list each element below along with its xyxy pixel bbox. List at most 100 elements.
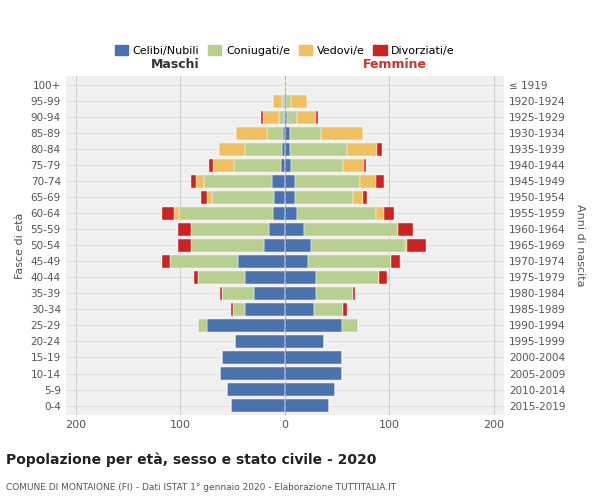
Bar <box>322 127 363 140</box>
Bar <box>263 111 278 124</box>
Bar <box>285 159 291 172</box>
Bar <box>285 79 286 92</box>
Bar <box>298 111 316 124</box>
Bar <box>170 255 238 268</box>
Bar <box>202 191 206 203</box>
Bar <box>278 111 284 124</box>
Bar <box>291 95 307 108</box>
Bar <box>230 400 285 412</box>
Bar <box>285 303 314 316</box>
Bar <box>178 223 191 235</box>
Bar <box>196 175 205 188</box>
Bar <box>298 207 376 220</box>
Bar <box>343 303 347 316</box>
Bar <box>376 175 384 188</box>
Bar <box>285 127 290 140</box>
Y-axis label: Anni di nascita: Anni di nascita <box>575 204 585 286</box>
Bar <box>245 143 281 156</box>
Y-axis label: Fasce di età: Fasce di età <box>15 212 25 278</box>
Bar <box>261 111 263 124</box>
Bar <box>347 143 377 156</box>
Bar <box>178 239 191 252</box>
Bar <box>285 207 298 220</box>
Bar <box>285 255 308 268</box>
Bar <box>283 127 285 140</box>
Bar <box>205 175 272 188</box>
Bar <box>222 287 254 300</box>
Bar <box>285 335 325 347</box>
Bar <box>191 223 269 235</box>
Bar <box>316 271 379 283</box>
Bar <box>295 191 353 203</box>
Bar <box>230 303 233 316</box>
Bar <box>314 303 343 316</box>
Bar <box>316 111 318 124</box>
Bar <box>285 111 287 124</box>
Bar <box>363 191 367 203</box>
Bar <box>360 175 376 188</box>
Bar <box>285 223 304 235</box>
Bar <box>398 223 413 235</box>
Bar <box>285 351 342 364</box>
Bar <box>407 239 425 252</box>
Bar <box>284 79 285 92</box>
Bar <box>287 111 298 124</box>
Bar <box>161 207 174 220</box>
Bar <box>161 255 170 268</box>
Bar <box>274 207 285 220</box>
Text: Maschi: Maschi <box>151 58 200 71</box>
Bar <box>377 143 382 156</box>
Bar <box>353 191 363 203</box>
Bar <box>194 271 198 283</box>
Bar <box>212 191 274 203</box>
Bar <box>290 127 322 140</box>
Bar <box>304 223 398 235</box>
Bar <box>316 287 353 300</box>
Text: Popolazione per età, sesso e stato civile - 2020: Popolazione per età, sesso e stato civil… <box>6 452 376 467</box>
Bar <box>206 191 212 203</box>
Bar <box>220 368 285 380</box>
Bar <box>364 159 366 172</box>
Bar <box>236 127 267 140</box>
Bar <box>227 384 285 396</box>
Bar <box>285 400 329 412</box>
Bar <box>267 127 283 140</box>
Legend: Celibi/Nubili, Coniugati/e, Vedovi/e, Divorziati/e: Celibi/Nubili, Coniugati/e, Vedovi/e, Di… <box>110 40 459 60</box>
Bar <box>285 143 290 156</box>
Bar <box>284 111 285 124</box>
Bar <box>353 287 355 300</box>
Bar <box>285 287 316 300</box>
Text: Femmine: Femmine <box>362 58 427 71</box>
Bar <box>311 239 405 252</box>
Bar <box>235 335 285 347</box>
Bar <box>254 287 285 300</box>
Bar <box>343 159 364 172</box>
Bar <box>219 143 245 156</box>
Bar <box>191 175 196 188</box>
Bar <box>174 207 179 220</box>
Bar <box>284 95 285 108</box>
Bar <box>191 239 264 252</box>
Bar <box>281 95 284 108</box>
Bar <box>290 143 347 156</box>
Bar <box>285 175 295 188</box>
Bar <box>238 255 285 268</box>
Bar <box>285 319 342 332</box>
Bar <box>220 287 222 300</box>
Bar <box>286 95 291 108</box>
Bar <box>222 351 285 364</box>
Bar <box>245 303 285 316</box>
Bar <box>376 207 384 220</box>
Bar <box>206 319 285 332</box>
Bar <box>233 159 281 172</box>
Bar <box>209 159 213 172</box>
Bar <box>213 159 233 172</box>
Bar <box>295 175 360 188</box>
Bar <box>179 207 274 220</box>
Bar <box>291 159 343 172</box>
Bar <box>285 368 342 380</box>
Bar <box>285 191 295 203</box>
Bar <box>285 384 335 396</box>
Bar <box>281 143 285 156</box>
Bar <box>379 271 387 283</box>
